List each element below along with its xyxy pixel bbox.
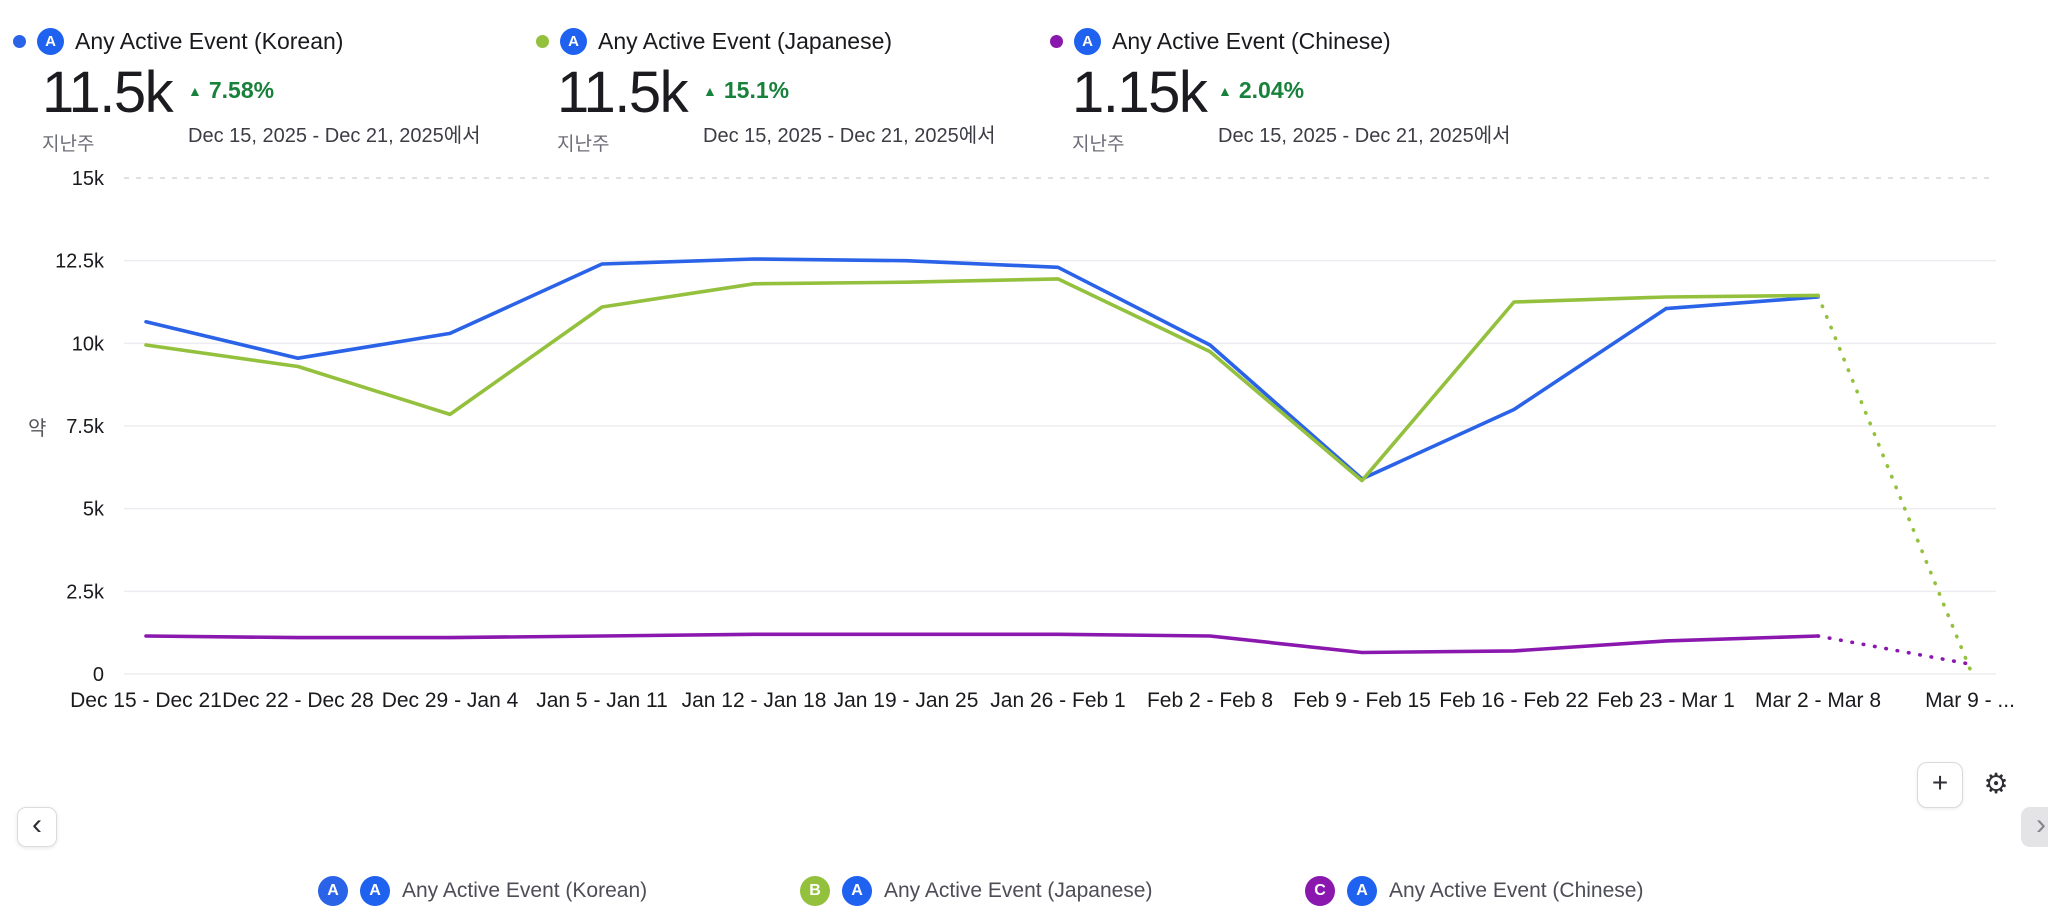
stat-change-percent: 7.58% <box>208 77 275 103</box>
stat-change-percent: 2.04% <box>1238 77 1305 103</box>
series-color-dot <box>536 34 549 48</box>
amplitude-icon: A <box>360 876 390 906</box>
legend-label: Any Active Event (Japanese) <box>598 27 893 54</box>
add-annotation-button[interactable]: + <box>1917 762 1963 808</box>
x-tick-label: Jan 5 - Jan 11 <box>536 689 668 712</box>
x-tick-label: Feb 9 - Feb 15 <box>1293 689 1431 712</box>
series-letter-badge: C <box>1305 876 1335 906</box>
series-color-dot <box>1050 34 1063 48</box>
legend-item-korean[interactable]: A Any Active Event (Korean) <box>13 26 343 56</box>
series-line-projection <box>1816 634 1972 666</box>
series-line <box>144 257 1820 481</box>
y-tick-label: 7.5k <box>66 416 105 438</box>
x-tick-label: Mar 9 - ... <box>1925 689 2015 712</box>
y-tick-label: 0 <box>93 664 104 686</box>
trend-up-icon: ▲ <box>703 82 717 99</box>
legend-label: Any Active Event (Japanese) <box>884 879 1153 902</box>
y-axis-title: 약 <box>28 418 47 440</box>
trend-up-icon: ▲ <box>1218 82 1232 99</box>
amplitude-icon: A <box>37 27 64 55</box>
gear-icon: ⚙ <box>1983 768 2009 799</box>
bottom-legend-item-japanese[interactable]: B A Any Active Event (Japanese) <box>800 876 1152 906</box>
series-letter-badge: A <box>318 876 348 906</box>
series-letter-badge: B <box>800 876 830 906</box>
legend-label: Any Active Event (Korean) <box>75 27 344 54</box>
chevron-left-icon: ‹ <box>32 808 42 841</box>
series-color-dot <box>13 34 26 48</box>
legend-label: Any Active Event (Korean) <box>402 879 648 902</box>
legend-label: Any Active Event (Chinese) <box>1389 879 1644 902</box>
y-tick-label: 5k <box>83 499 105 521</box>
chevron-right-icon: › <box>2036 808 2046 841</box>
x-tick-label: Dec 22 - Dec 28 <box>222 689 374 712</box>
stat-block-chinese: 1.15k 지난주 ▲ 2.04% Dec 15, 2025 - Dec 21,… <box>1072 64 1511 156</box>
x-tick-label: Dec 29 - Jan 4 <box>382 689 519 712</box>
y-tick-label: 2.5k <box>66 581 105 603</box>
stat-compare-range: Dec 15, 2025 - Dec 21, 2025에서 <box>703 125 996 147</box>
x-tick-label: Jan 12 - Jan 18 <box>682 689 827 712</box>
legend-label: Any Active Event (Chinese) <box>1112 27 1391 54</box>
y-tick-label: 10k <box>72 333 105 355</box>
bottom-legend-item-chinese[interactable]: C A Any Active Event (Chinese) <box>1305 876 1643 906</box>
stat-block-japanese: 11.5k 지난주 ▲ 15.1% Dec 15, 2025 - Dec 21,… <box>557 64 996 156</box>
y-tick-label: 15k <box>72 168 105 190</box>
stat-block-korean: 11.5k 지난주 ▲ 7.58% Dec 15, 2025 - Dec 21,… <box>42 64 481 156</box>
plus-icon: + <box>1931 767 1949 798</box>
x-tick-label: Feb 2 - Feb 8 <box>1147 689 1273 712</box>
series-line-projection <box>1816 293 1972 671</box>
amplitude-icon: A <box>1347 876 1377 906</box>
stat-compare-range: Dec 15, 2025 - Dec 21, 2025에서 <box>188 125 481 147</box>
trend-up-icon: ▲ <box>188 82 202 99</box>
next-page-button[interactable]: › <box>2021 807 2048 847</box>
x-tick-label: Feb 16 - Feb 22 <box>1439 689 1588 712</box>
x-tick-label: Dec 15 - Dec 21 <box>70 689 222 712</box>
series-line <box>144 632 1820 655</box>
stat-compare-range: Dec 15, 2025 - Dec 21, 2025에서 <box>1218 125 1511 147</box>
stat-change-percent: 15.1% <box>723 77 790 103</box>
x-tick-label: Jan 19 - Jan 25 <box>834 689 979 712</box>
chart-settings-button[interactable]: ⚙ <box>1975 765 2017 807</box>
legend-item-japanese[interactable]: A Any Active Event (Japanese) <box>536 26 892 56</box>
x-tick-label: Jan 26 - Feb 1 <box>990 689 1125 712</box>
series-line <box>144 277 1820 483</box>
stat-value: 11.5k <box>42 60 174 125</box>
y-tick-label: 12.5k <box>55 251 105 273</box>
previous-page-button[interactable]: ‹ <box>17 807 57 847</box>
stat-period-label: 지난주 <box>1072 134 1125 155</box>
legend-item-chinese[interactable]: A Any Active Event (Chinese) <box>1050 26 1391 56</box>
amplitude-icon: A <box>560 27 587 55</box>
stat-period-label: 지난주 <box>557 134 610 155</box>
bottom-legend-item-korean[interactable]: A A Any Active Event (Korean) <box>318 876 647 906</box>
x-tick-label: Mar 2 - Mar 8 <box>1755 689 1881 712</box>
stat-period-label: 지난주 <box>42 134 95 155</box>
amplitude-icon: A <box>842 876 872 906</box>
x-tick-label: Feb 23 - Mar 1 <box>1597 689 1735 712</box>
amplitude-icon: A <box>1074 27 1101 55</box>
stat-value: 11.5k <box>557 60 689 125</box>
stat-value: 1.15k <box>1072 60 1208 125</box>
